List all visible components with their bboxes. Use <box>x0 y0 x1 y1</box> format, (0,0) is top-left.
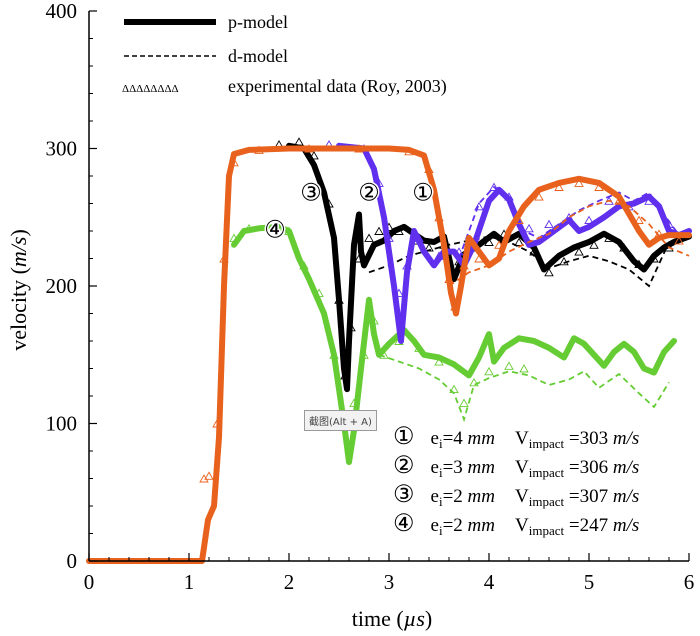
annotation-1: ① ei=4 mm Vimpact =303 m/s <box>393 424 639 451</box>
curve-label: ④ <box>264 218 286 244</box>
experimental-point <box>574 178 584 187</box>
experimental-point <box>489 182 499 191</box>
experimental-point <box>484 366 494 376</box>
y-tick-label: 300 <box>46 137 78 161</box>
experimental-point <box>514 237 524 246</box>
experimental-point <box>199 474 209 483</box>
experimental-point <box>674 236 684 245</box>
x-tick-label: 4 <box>484 570 495 594</box>
experimental-point <box>364 233 374 242</box>
experimental-point <box>554 182 564 191</box>
experimental-point <box>469 377 479 387</box>
series-layer <box>86 137 692 564</box>
x-tick-label: 3 <box>384 570 395 594</box>
experimental-point <box>459 398 469 407</box>
curve-label: ① <box>412 181 434 207</box>
legend-exp-symbols: ΔΔΔΔΔΔΔΔ <box>122 83 179 95</box>
y-tick-label: 100 <box>46 412 78 436</box>
experimental-point <box>374 226 384 235</box>
y-tick-label: 0 <box>67 549 78 573</box>
x-tick-label: 0 <box>84 570 95 594</box>
p-model-line <box>286 142 692 393</box>
curve-labels: ③ ② ① ④ <box>263 179 436 245</box>
y-axis-title: velocity (m/s) <box>6 229 31 351</box>
experimental-point <box>309 150 319 160</box>
legend-p-model-label: p-model <box>228 12 288 32</box>
axes: 0 1 2 3 4 5 6 0 100 200 300 400 <box>46 0 695 594</box>
y-tick-label: 400 <box>46 0 78 23</box>
experimental-point <box>634 215 644 224</box>
experimental-point <box>544 267 554 277</box>
x-tick-label: 6 <box>684 570 695 594</box>
x-tick-label: 2 <box>284 570 295 594</box>
experimental-point <box>589 240 599 249</box>
y-tick-label: 200 <box>46 274 78 298</box>
annotation-4: ④ ei=2 mm Vimpact =247 m/s <box>393 511 639 538</box>
series-e4 <box>86 144 692 564</box>
experimental-point <box>519 364 529 373</box>
d-model-line <box>378 353 670 423</box>
x-tick-label: 5 <box>584 570 595 594</box>
x-tick-label: 1 <box>184 570 195 594</box>
experimental-point <box>204 471 214 480</box>
annotation-block: ① ei=4 mm Vimpact =303 m/s ② ei=3 mm Vimpact… <box>393 424 639 538</box>
experimental-point <box>504 361 514 370</box>
annotation-3: ③ ei=2 mm Vimpact =307 m/s <box>393 482 639 509</box>
experimental-point <box>534 192 544 201</box>
curve-label: ③ <box>300 181 322 207</box>
screenshot-tooltip: 截图(Alt + A) <box>304 410 377 431</box>
p-model-line <box>86 145 692 564</box>
x-axis-title: time (µs) <box>352 606 433 631</box>
experimental-point <box>574 247 584 256</box>
annotation-2: ② ei=3 mm Vimpact =306 m/s <box>393 453 639 480</box>
p-model-line <box>336 142 692 344</box>
legend-exp-label: experimental data (Roy, 2003) <box>228 76 447 97</box>
legend-d-model-label: d-model <box>228 46 288 66</box>
legend: p-model d-model ΔΔΔΔΔΔΔΔ experimental da… <box>122 12 447 97</box>
curve-label: ② <box>358 181 380 207</box>
experimental-point <box>544 219 554 229</box>
p-model-line <box>231 223 677 465</box>
experimental-point <box>474 201 484 211</box>
experimental-point <box>559 256 569 266</box>
experimental-point <box>524 223 534 233</box>
d-model-line <box>368 235 670 288</box>
